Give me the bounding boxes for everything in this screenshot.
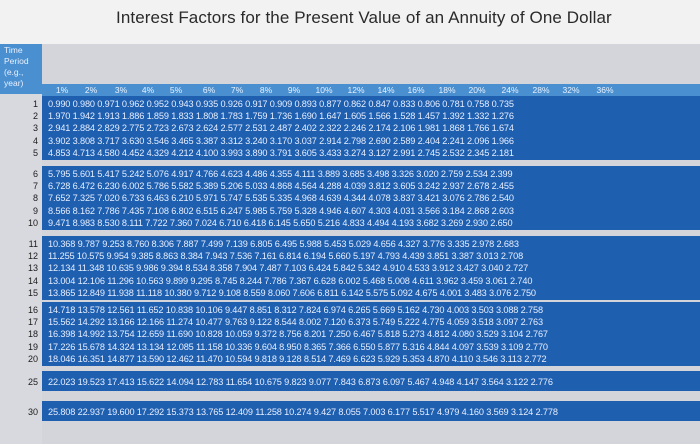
table-row: 2.941 2.884 2.829 2.775 2.723 2.673 2.62… <box>48 123 514 134</box>
year-label: 3 <box>32 123 38 134</box>
table-row: 16.398 14.992 13.754 12.659 11.690 10.82… <box>48 329 548 340</box>
table-row: 12.134 11.348 10.635 9.986 9.394 8.534 8… <box>48 263 529 274</box>
table-row: 25.808 22.937 19.600 17.292 15.373 13.76… <box>48 407 558 417</box>
row-group <box>42 236 700 300</box>
table-row: 22.023 19.523 17.413 15.622 14.094 12.78… <box>48 377 553 387</box>
row-group <box>42 302 700 366</box>
rate-header-cell: 3% <box>114 85 128 95</box>
year-label: 8 <box>32 193 38 204</box>
rate-header-cell: 14% <box>377 85 395 95</box>
table-row: 13.004 12.106 11.296 10.563 9.899 9.295 … <box>48 275 533 286</box>
table-row: 6.728 6.472 6.230 6.002 5.786 5.582 5.38… <box>48 181 514 192</box>
row-group <box>42 166 700 230</box>
rate-header-cell: 8% <box>259 85 273 95</box>
page-title: Interest Factors for the Present Value o… <box>116 8 612 27</box>
year-label: 4 <box>32 135 38 146</box>
table-row: 13.865 12.849 11.938 11.118 10.380 9.712… <box>48 287 536 298</box>
rate-header-cell: 5% <box>169 85 183 95</box>
year-label: 1 <box>32 99 38 109</box>
year-label: 13 <box>27 263 38 274</box>
period-label-line: Time <box>4 45 23 55</box>
year-label: 5 <box>32 147 38 158</box>
year-label: 10 <box>27 217 38 228</box>
table-row: 5.795 5.601 5.417 5.242 5.076 4.917 4.76… <box>48 169 513 179</box>
table-row: 15.562 14.292 13.166 12.166 11.274 10.47… <box>48 317 543 328</box>
year-label: 20 <box>27 353 38 364</box>
rate-header-cell: 10% <box>315 85 333 95</box>
year-label: 9 <box>32 205 38 216</box>
year-label: 14 <box>27 275 38 286</box>
table-row: 14.718 13.578 12.561 11.652 10.838 10.10… <box>48 305 543 315</box>
table-row: 17.226 15.678 14.324 13.134 12.085 11.15… <box>48 341 548 352</box>
year-label: 2 <box>32 111 38 122</box>
table-row: 9.471 8.983 8.530 8.111 7.722 7.360 7.02… <box>48 217 513 228</box>
rate-header-cell: 12% <box>347 85 365 95</box>
table-row: 11.255 10.575 9.954 9.385 8.863 8.384 7.… <box>48 251 524 262</box>
table-row: 4.853 4.713 4.580 4.452 4.329 4.212 4.10… <box>48 147 514 158</box>
table-row: 7.652 7.325 7.020 6.733 6.463 6.210 5.97… <box>48 193 514 204</box>
period-column <box>0 44 42 444</box>
year-label: 16 <box>27 305 38 315</box>
row-group <box>42 96 700 160</box>
rate-header-band <box>42 84 700 96</box>
table-row: 18.046 16.351 14.877 13.590 12.462 11.47… <box>48 353 547 364</box>
period-label-line: (e.g., <box>4 67 24 77</box>
year-label: 7 <box>32 181 38 192</box>
table-row: 3.902 3.808 3.717 3.630 3.546 3.465 3.38… <box>48 135 514 146</box>
rate-header-cell: 28% <box>532 85 550 95</box>
period-label-line: Period <box>4 56 29 66</box>
year-label: 12 <box>27 251 38 262</box>
rate-header-cell: 24% <box>501 85 519 95</box>
year-label: 6 <box>32 169 38 179</box>
year-label: 18 <box>27 329 38 340</box>
rate-header-cell: 36% <box>596 85 614 95</box>
period-header: Time Period (e.g., year) <box>0 44 42 94</box>
table-row: 1.970 1.942 1.913 1.886 1.859 1.833 1.80… <box>48 111 514 122</box>
rate-header-cell: 1% <box>55 85 69 95</box>
rate-header-cell: 4% <box>141 85 155 95</box>
rate-header-cell: 20% <box>468 85 486 95</box>
rate-header-cell: 6% <box>202 85 216 95</box>
rate-header-cell: 2% <box>84 85 98 95</box>
year-label: 25 <box>27 377 38 387</box>
table-row: 0.990 0.980 0.971 0.962 0.952 0.943 0.93… <box>48 99 514 109</box>
rate-header-cell: 32% <box>562 85 580 95</box>
year-label: 15 <box>27 287 38 298</box>
year-label: 30 <box>27 407 38 417</box>
year-label: 11 <box>28 239 38 249</box>
table-row: 8.566 8.162 7.786 7.435 7.108 6.802 6.51… <box>48 205 514 216</box>
rate-header-cell: 7% <box>230 85 244 95</box>
period-label-line: year) <box>4 78 24 88</box>
row-group <box>42 371 700 391</box>
rate-header-cell: 16% <box>407 85 425 95</box>
table-row: 10.368 9.787 9.253 8.760 8.306 7.887 7.4… <box>48 239 519 249</box>
year-label: 19 <box>27 341 38 352</box>
rate-header-cell: 18% <box>438 85 456 95</box>
row-group <box>42 401 700 421</box>
rate-header-cell: 9% <box>287 85 301 95</box>
year-label: 17 <box>27 317 38 328</box>
